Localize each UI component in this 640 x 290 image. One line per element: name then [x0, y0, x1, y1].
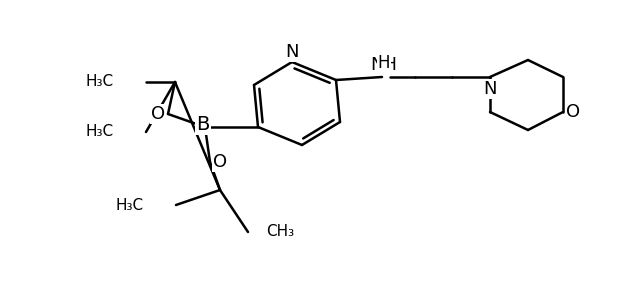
Text: CH₃: CH₃ — [266, 224, 294, 240]
Text: O: O — [213, 153, 227, 171]
Text: H: H — [378, 54, 390, 72]
Text: N: N — [285, 43, 299, 61]
Text: H₃C: H₃C — [116, 197, 144, 213]
Text: O: O — [151, 105, 165, 123]
Text: NH: NH — [371, 56, 397, 74]
Text: H₃C: H₃C — [86, 75, 114, 90]
Text: N: N — [483, 80, 497, 98]
Text: O: O — [566, 103, 580, 121]
Text: B: B — [196, 115, 210, 135]
Text: H₃C: H₃C — [86, 124, 114, 139]
